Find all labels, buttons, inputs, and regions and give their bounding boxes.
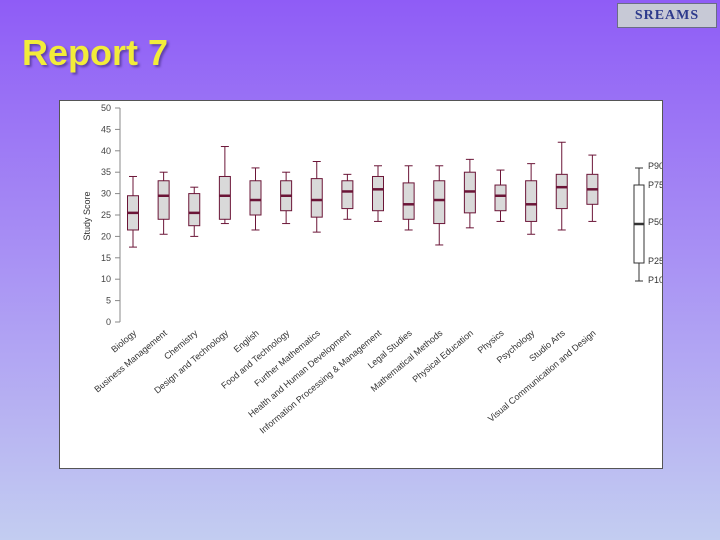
box-3 — [188, 186, 201, 237]
y-tick-label: 40 — [101, 146, 111, 156]
y-axis: 0 5 10 15 20 25 30 35 40 45 50 — [101, 103, 121, 327]
key-label-p75: P75 — [648, 180, 662, 190]
y-axis-label: Study Score — [82, 191, 92, 240]
logo-text: SREAMS — [634, 7, 700, 23]
y-tick-label: 45 — [101, 124, 111, 134]
x-tick-label: Visual Communication and Design — [486, 328, 598, 424]
boxes — [127, 141, 599, 248]
box-iqr — [310, 178, 323, 218]
y-tick-label: 0 — [106, 317, 111, 327]
key-label-p10: P10 — [648, 275, 662, 285]
box-11 — [433, 165, 446, 246]
box-14 — [525, 163, 538, 235]
box-2 — [157, 171, 170, 235]
box-4 — [218, 146, 231, 225]
box-iqr — [494, 184, 507, 212]
box-15 — [555, 141, 568, 231]
box-16 — [586, 154, 599, 222]
box-7 — [310, 161, 323, 233]
box-10 — [402, 165, 415, 231]
y-tick-label: 20 — [101, 231, 111, 241]
box-iqr — [249, 180, 262, 216]
box-iqr — [525, 180, 538, 222]
sreams-logo: SREAMS — [617, 3, 717, 28]
box-iqr — [218, 175, 231, 220]
key-label-p25: P25 — [648, 256, 662, 266]
box-iqr — [341, 180, 354, 210]
page-title: Report 7 — [22, 32, 169, 73]
box-iqr — [188, 193, 201, 227]
chart-panel: Study Score 0 5 10 15 20 25 30 35 40 45 50 Biology… — [59, 100, 663, 469]
box-13 — [494, 169, 507, 222]
y-tick-label: 10 — [101, 274, 111, 284]
box-iqr — [402, 182, 415, 220]
box-plot-chart: Study Score 0 5 10 15 20 25 30 35 40 45 50 Biology… — [82, 103, 662, 436]
box-6 — [280, 171, 293, 225]
box-9 — [372, 165, 384, 222]
percentile-key: P90 P75 P50 P25 P10 — [633, 161, 662, 285]
box-iqr — [433, 180, 446, 225]
y-tick-label: 50 — [101, 103, 111, 113]
y-tick-label: 25 — [101, 210, 111, 220]
box-iqr — [157, 180, 170, 220]
key-label-p50: P50 — [648, 217, 662, 227]
y-tick-label: 5 — [106, 296, 111, 306]
y-tick-label: 35 — [101, 167, 111, 177]
y-tick-label: 15 — [101, 253, 111, 263]
y-tick-label: 30 — [101, 189, 111, 199]
key-label-p90: P90 — [648, 161, 662, 171]
box-iqr — [555, 173, 568, 210]
box-8 — [341, 173, 354, 220]
box-iqr — [372, 175, 384, 212]
box-1 — [127, 175, 139, 248]
box-5 — [249, 167, 262, 231]
box-12 — [463, 158, 476, 229]
x-tick-label: English — [232, 328, 261, 355]
